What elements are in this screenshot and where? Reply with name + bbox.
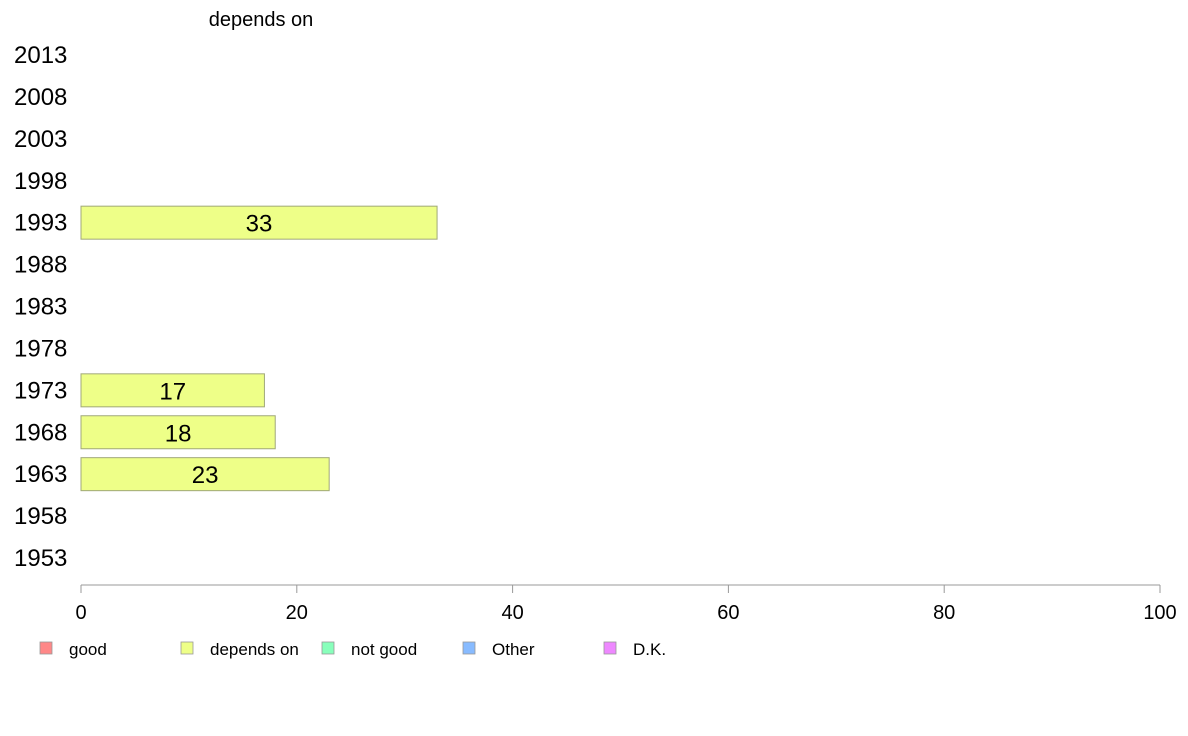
x-tick-label: 40 (501, 602, 523, 624)
legend-label: Other (492, 640, 535, 659)
legend-swatch (39, 641, 53, 655)
legend-swatch (603, 641, 617, 655)
legend-label: good (69, 640, 107, 659)
category-label: 1958 (14, 503, 67, 530)
category-labels: 2013 2008 2003 1998 1993 1988 1983 1978 1973 1968… (14, 42, 67, 572)
legend: good depends on not good Other D.K. (39, 640, 666, 659)
x-tick-label: 80 (933, 602, 955, 624)
category-label: 1973 (14, 377, 67, 404)
bar (80, 373, 265, 408)
category-label: 1988 (14, 252, 67, 279)
bar-value-label: 33 (246, 211, 273, 238)
legend-swatch (321, 641, 335, 655)
category-label: 1993 (14, 210, 67, 237)
bar (80, 415, 276, 450)
legend-label: depends on (210, 640, 299, 659)
legend-label: not good (351, 640, 417, 659)
bar-value-label: 23 (192, 462, 219, 489)
legend-swatch (462, 641, 476, 655)
bar (80, 205, 438, 240)
category-label: 1968 (14, 419, 67, 446)
category-label: 2013 (14, 42, 67, 69)
bar-value-label: 17 (159, 378, 186, 405)
x-tick-label: 100 (1143, 602, 1176, 624)
category-label: 1983 (14, 294, 67, 321)
bar-value-label: 18 (165, 420, 192, 447)
category-label: 1953 (14, 545, 67, 572)
x-tick-label: 0 (75, 602, 86, 624)
x-tick-label: 60 (717, 602, 739, 624)
bar (80, 457, 330, 492)
x-tick-label: 20 (286, 602, 308, 624)
legend-label: D.K. (633, 640, 666, 659)
category-label: 1998 (14, 168, 67, 195)
category-label: 2008 (14, 84, 67, 111)
chart-title: depends on (209, 9, 314, 31)
category-label: 2003 (14, 126, 67, 153)
category-label: 1963 (14, 461, 67, 488)
x-axis: 0 20 40 60 80 100 (75, 584, 1177, 624)
legend-swatch (180, 641, 194, 655)
category-label: 1978 (14, 335, 67, 362)
